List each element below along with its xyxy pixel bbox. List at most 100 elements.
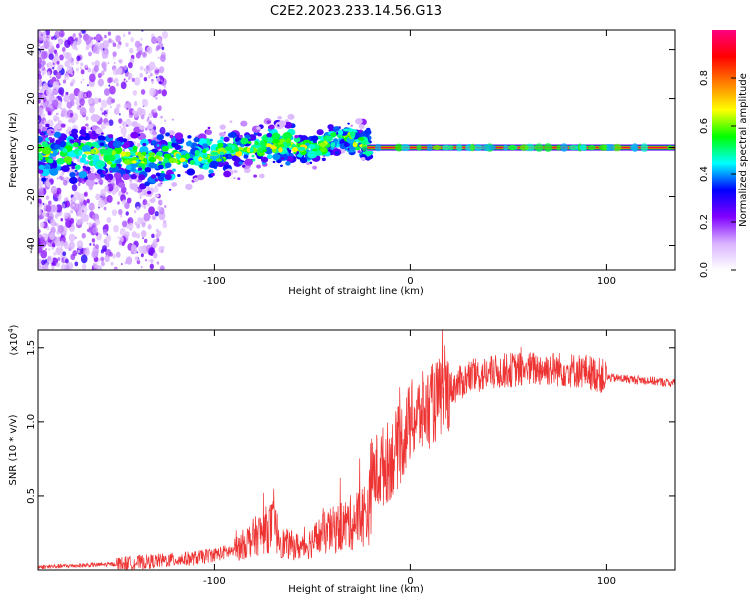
noise-blob	[72, 250, 78, 257]
noise-blob	[70, 199, 73, 203]
noise-blob	[45, 195, 50, 200]
ridge-blob	[240, 120, 248, 127]
ridge-peak	[219, 151, 224, 155]
noise-blob	[57, 198, 61, 202]
noise-blob	[136, 142, 141, 148]
noise-blob	[147, 224, 152, 230]
noise-blob	[88, 222, 93, 228]
noise-blob	[85, 45, 90, 51]
noise-blob	[68, 93, 76, 102]
noise-blob	[106, 109, 109, 113]
noise-blob	[47, 111, 51, 116]
ridge-blob	[253, 174, 258, 178]
ridge-blob	[264, 146, 274, 155]
noise-blob	[149, 215, 151, 218]
noise-blob	[102, 228, 108, 235]
noise-blob	[104, 223, 109, 230]
ridge-blob	[347, 122, 350, 125]
noise-blob	[80, 62, 84, 67]
ridge-blob	[68, 118, 73, 123]
ridge-blob	[107, 179, 112, 183]
noise-blob	[151, 240, 158, 249]
noise-blob	[106, 217, 112, 224]
noise-blob	[139, 65, 144, 71]
ridge-blob	[48, 136, 53, 141]
ridge-blob	[154, 193, 160, 198]
ridge-blob	[156, 134, 164, 141]
ridge-blob	[335, 151, 340, 155]
noise-blob	[68, 233, 76, 243]
noise-blob	[143, 76, 148, 82]
noise-blob	[57, 257, 61, 262]
noise-blob	[75, 218, 78, 221]
ridge-peak	[260, 144, 267, 150]
noise-blob	[59, 175, 63, 180]
ridge-blob	[87, 172, 97, 181]
noise-blob	[101, 245, 107, 252]
noise-blob	[39, 221, 45, 228]
noise-blob	[59, 89, 63, 94]
ridge-blob	[277, 115, 282, 120]
ridge-blob	[210, 172, 215, 177]
ridge-peak	[325, 135, 333, 142]
ridge-blob	[81, 144, 91, 153]
noise-blob	[76, 240, 84, 249]
noise-blob	[53, 251, 57, 256]
ridge-blob	[187, 135, 192, 139]
noise-blob	[97, 73, 102, 79]
noise-blob	[128, 77, 131, 81]
carrier-blob	[448, 144, 454, 151]
noise-blob	[41, 51, 48, 60]
ridge-blob	[94, 182, 98, 185]
noise-blob	[84, 35, 92, 44]
noise-blob	[62, 52, 65, 55]
noise-blob	[121, 220, 128, 228]
ridge-blob	[151, 140, 157, 145]
ridge-peak	[285, 138, 292, 144]
noise-blob	[87, 67, 92, 73]
ridge-blob	[91, 143, 97, 147]
noise-blob	[95, 33, 102, 43]
ridge-peak	[90, 148, 95, 155]
noise-blob	[62, 179, 68, 186]
noise-blob	[86, 228, 90, 233]
noise-blob	[83, 192, 88, 197]
noise-blob	[125, 211, 129, 216]
ridge-blob	[161, 170, 165, 174]
ridge-blob	[360, 156, 366, 161]
noise-blob	[147, 116, 150, 120]
ridge-blob	[350, 124, 353, 127]
noise-blob	[149, 72, 153, 77]
noise-blob	[38, 50, 41, 57]
noise-blob	[92, 226, 98, 234]
noise-blob	[47, 200, 52, 206]
noise-blob	[135, 233, 141, 239]
noise-blob	[72, 33, 76, 38]
noise-blob	[162, 222, 168, 229]
carrier-blob	[482, 143, 491, 152]
ridge-peak	[254, 140, 259, 146]
noise-blob	[140, 112, 143, 116]
ridge-blob	[44, 134, 47, 137]
noise-blob	[109, 85, 116, 95]
ridge-blob	[268, 124, 275, 130]
noise-blob	[46, 177, 48, 180]
ridge-blob	[151, 130, 158, 136]
carrier-blob	[433, 144, 442, 151]
ridge-blob	[38, 169, 44, 174]
noise-blob	[148, 121, 152, 126]
noise-blob	[67, 126, 72, 133]
noise-blob	[44, 217, 48, 223]
spectrogram-y-tick-label: 40	[26, 43, 37, 56]
noise-blob	[131, 231, 137, 238]
ridge-blob	[224, 165, 229, 169]
snr-frame	[37, 329, 676, 571]
noise-blob	[81, 263, 87, 270]
ridge-blob	[240, 137, 249, 145]
noise-blob	[111, 98, 116, 104]
ridge-blob	[256, 164, 261, 169]
ridge-blob	[60, 123, 66, 128]
ridge-blob	[205, 129, 213, 135]
noise-blob	[92, 243, 95, 247]
ridge-blob	[266, 154, 273, 159]
